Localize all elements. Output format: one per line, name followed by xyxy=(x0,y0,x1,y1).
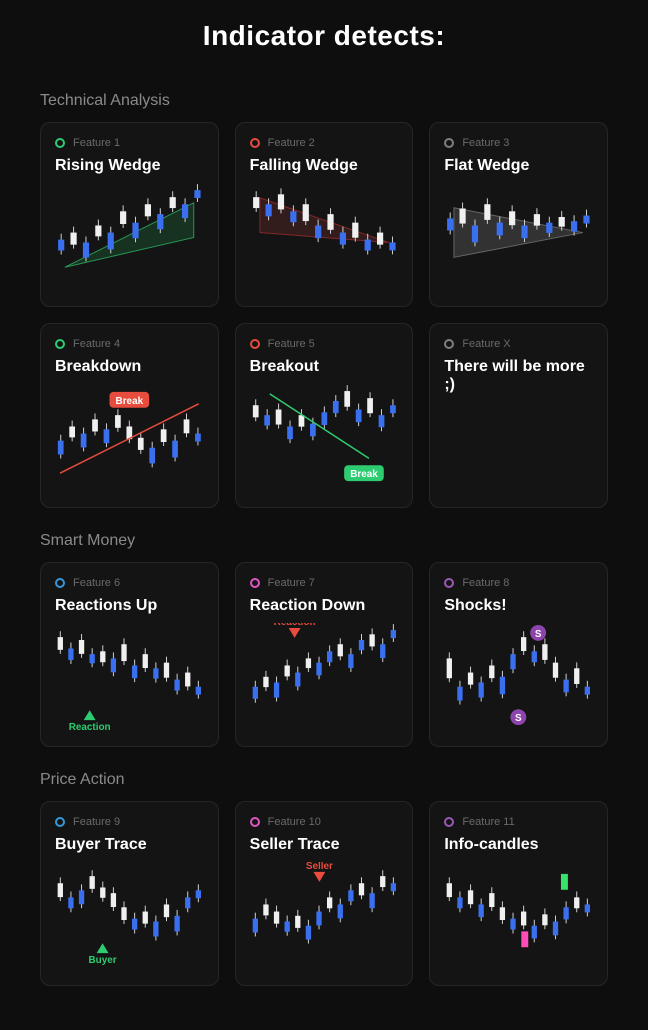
svg-text:Buyer: Buyer xyxy=(89,955,117,966)
svg-text:Break: Break xyxy=(116,396,144,407)
card-header: Feature 5 xyxy=(250,338,399,350)
card-header: Feature 10 xyxy=(250,816,399,828)
chart-svg: Break xyxy=(55,384,204,493)
feature-dot-icon xyxy=(55,339,65,349)
chart-svg xyxy=(55,183,204,292)
chart-svg: Break xyxy=(250,384,399,493)
chart-svg: SS xyxy=(444,623,593,732)
card-title: There will be more ;) xyxy=(444,358,593,394)
card-header: Feature 3 xyxy=(444,137,593,149)
sections-container: Technical AnalysisFeature 1Rising WedgeF… xyxy=(40,92,608,986)
feature-dot-icon xyxy=(444,817,454,827)
card-title: Breakout xyxy=(250,358,399,376)
card-title: Flat Wedge xyxy=(444,157,593,175)
chart-area: Seller xyxy=(250,862,399,971)
chart-area: Break xyxy=(250,384,399,493)
card-header: Feature X xyxy=(444,338,593,350)
card-title: Falling Wedge xyxy=(250,157,399,175)
feature-dot-icon xyxy=(250,138,260,148)
feature-dot-icon xyxy=(250,578,260,588)
card-header: Feature 9 xyxy=(55,816,204,828)
feature-dot-icon xyxy=(444,578,454,588)
card-title: Info-candles xyxy=(444,836,593,854)
card-title: Breakdown xyxy=(55,358,204,376)
chart-area: Break xyxy=(55,384,204,493)
page-title: Indicator detects: xyxy=(40,20,608,52)
card-title: Reactions Up xyxy=(55,597,204,615)
section-title: Technical Analysis xyxy=(40,92,608,110)
chart-area: Buyer xyxy=(55,862,204,971)
card-rising-wedge: Feature 1 Rising Wedge xyxy=(40,122,219,307)
svg-text:Reaction: Reaction xyxy=(273,623,315,628)
card-header: Feature 6 xyxy=(55,577,204,589)
feature-dot-icon xyxy=(444,339,454,349)
feature-label: Feature 7 xyxy=(268,577,315,589)
card-buyer-trace: Feature 9 Buyer Trace Buyer xyxy=(40,801,219,986)
chart-area xyxy=(444,862,593,971)
feature-label: Feature 5 xyxy=(268,338,315,350)
card-falling-wedge: Feature 2 Falling Wedge xyxy=(235,122,414,307)
feature-label: Feature 8 xyxy=(462,577,509,589)
chart-svg xyxy=(444,862,593,971)
chart-svg xyxy=(444,183,593,292)
feature-dot-icon xyxy=(444,138,454,148)
feature-label: Feature 4 xyxy=(73,338,120,350)
feature-dot-icon xyxy=(55,817,65,827)
card-grid: Feature 9 Buyer Trace Buyer Feature 10 Selle… xyxy=(40,801,608,986)
card-info-candles: Feature 11 Info-candles xyxy=(429,801,608,986)
card-header: Feature 8 xyxy=(444,577,593,589)
chart-area xyxy=(250,183,399,292)
feature-label: Feature 2 xyxy=(268,137,315,149)
card-flat-wedge: Feature 3 Flat Wedge xyxy=(429,122,608,307)
chart-svg: Reaction xyxy=(55,623,204,732)
card-header: Feature 2 xyxy=(250,137,399,149)
chart-area: Reaction xyxy=(55,623,204,732)
card-breakdown: Feature 4 Breakdown Break xyxy=(40,323,219,508)
feature-label: Feature 11 xyxy=(462,816,514,828)
feature-label: Feature 9 xyxy=(73,816,120,828)
svg-text:S: S xyxy=(515,713,522,724)
feature-dot-icon xyxy=(250,339,260,349)
card-title: Seller Trace xyxy=(250,836,399,854)
feature-label: Feature 10 xyxy=(268,816,321,828)
chart-area xyxy=(444,183,593,292)
feature-label: Feature 3 xyxy=(462,137,509,149)
card-header: Feature 1 xyxy=(55,137,204,149)
card-breakout: Feature 5 Breakout Break xyxy=(235,323,414,508)
chart-svg: Seller xyxy=(250,862,399,971)
feature-label: Feature 1 xyxy=(73,137,120,149)
card-header: Feature 4 xyxy=(55,338,204,350)
card-title: Reaction Down xyxy=(250,597,399,615)
feature-dot-icon xyxy=(55,138,65,148)
card-title: Rising Wedge xyxy=(55,157,204,175)
svg-text:S: S xyxy=(535,629,542,640)
card-header: Feature 7 xyxy=(250,577,399,589)
chart-svg xyxy=(250,183,399,292)
section-title: Price Action xyxy=(40,771,608,789)
card-reaction-down: Feature 7 Reaction Down Reaction xyxy=(235,562,414,747)
card-grid: Feature 6 Reactions Up Reaction Feature 7 Re… xyxy=(40,562,608,747)
card-title: Shocks! xyxy=(444,597,593,615)
feature-label: Feature 6 xyxy=(73,577,120,589)
feature-label: Feature X xyxy=(462,338,510,350)
section-title: Smart Money xyxy=(40,532,608,550)
card-title: Buyer Trace xyxy=(55,836,204,854)
chart-area: SS xyxy=(444,623,593,732)
card-grid: Feature 1 Rising Wedge Feature 2 Falling We… xyxy=(40,122,608,508)
card-reactions-up: Feature 6 Reactions Up Reaction xyxy=(40,562,219,747)
chart-svg: Buyer xyxy=(55,862,204,971)
card-more: Feature X There will be more ;) xyxy=(429,323,608,508)
feature-dot-icon xyxy=(250,817,260,827)
card-header: Feature 11 xyxy=(444,816,593,828)
chart-area xyxy=(55,183,204,292)
svg-text:Reaction: Reaction xyxy=(69,722,111,732)
chart-area: Reaction xyxy=(250,623,399,732)
svg-text:Seller: Seller xyxy=(306,862,333,872)
card-shocks: Feature 8Shocks!SS xyxy=(429,562,608,747)
chart-svg: Reaction xyxy=(250,623,399,732)
svg-text:Break: Break xyxy=(350,469,378,480)
card-seller-trace: Feature 10 Seller Trace Seller xyxy=(235,801,414,986)
feature-dot-icon xyxy=(55,578,65,588)
